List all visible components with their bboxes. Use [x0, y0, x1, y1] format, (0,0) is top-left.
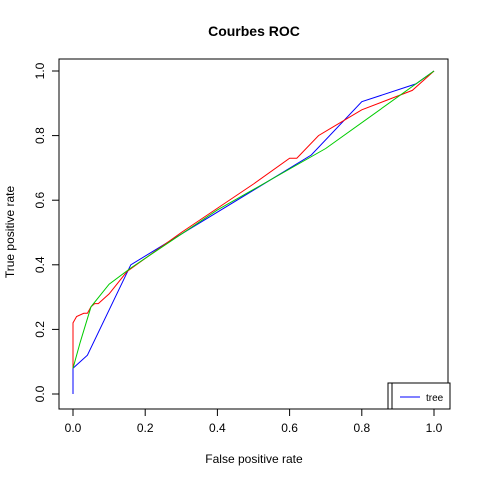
y-axis: 0.0 0.2 0.4 0.6 0.8 1.0 [33, 62, 59, 402]
x-tick-label-2: 0.4 [209, 421, 226, 435]
y-tick-label-1: 0.2 [33, 321, 47, 338]
y-tick-label-0: 0.0 [33, 385, 47, 402]
y-tick-label-2: 0.4 [33, 256, 47, 273]
x-tick-label-0: 0.0 [65, 421, 82, 435]
y-tick-label-3: 0.6 [33, 192, 47, 209]
plot-frame [58, 58, 449, 410]
x-axis-title: False positive rate [205, 452, 303, 466]
series-layer [72, 70, 435, 394]
x-tick-label-4: 0.8 [353, 421, 370, 435]
x-axis: 0.0 0.2 0.4 0.6 0.8 1.0 [65, 409, 443, 435]
y-axis-title: True positive rate [3, 186, 17, 279]
legend-box-inner [391, 382, 451, 410]
legend: tree [387, 382, 451, 410]
legend-box-outer [387, 382, 451, 410]
legend-label-tree: tree [426, 393, 444, 404]
x-tick-label-3: 0.6 [281, 421, 298, 435]
series-line-2 [72, 70, 435, 369]
x-tick-label-1: 0.2 [137, 421, 154, 435]
x-tick-label-5: 1.0 [426, 421, 443, 435]
series-line-0 [72, 70, 435, 394]
y-tick-label-5: 1.0 [33, 62, 47, 79]
y-tick-label-4: 0.8 [33, 127, 47, 144]
chart-title: Courbes ROC [208, 23, 300, 39]
series-line-1 [72, 70, 435, 369]
